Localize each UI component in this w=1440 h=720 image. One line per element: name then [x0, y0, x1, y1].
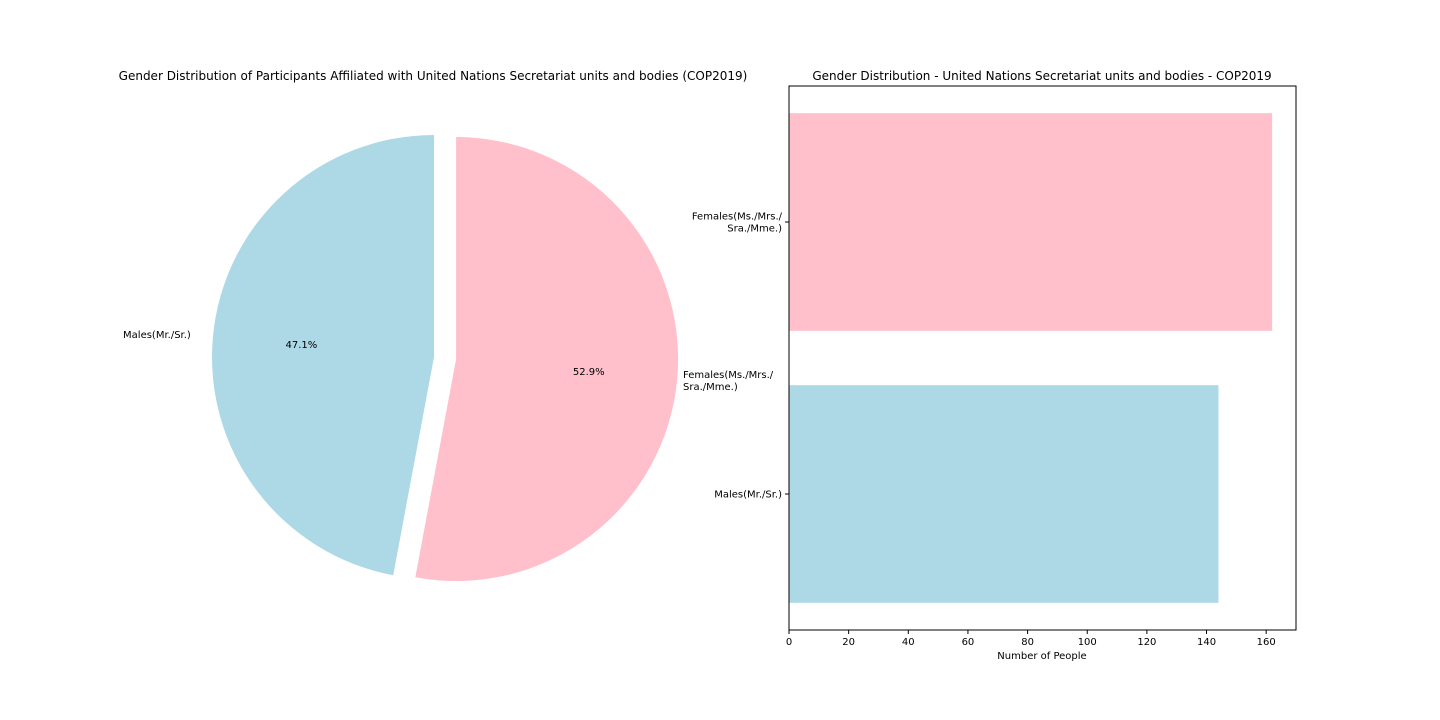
- bar-axes-frame: [788, 85, 1297, 631]
- pie-slice-males: [211, 135, 434, 576]
- x-tick-label: 100: [1078, 637, 1097, 648]
- pie-title: Gender Distribution of Participants Affi…: [119, 69, 748, 83]
- x-tick-label: 60: [962, 637, 975, 648]
- y-tick-label: Males(Mr./Sr.): [714, 490, 782, 501]
- x-tick-label: 140: [1197, 637, 1216, 648]
- bar-males: [789, 385, 1219, 603]
- pie-category-label: Males(Mr./Sr.): [123, 330, 191, 341]
- x-tick-label: 40: [902, 637, 915, 648]
- bar-x-axis-label: Number of People: [997, 651, 1086, 662]
- pie-category-label-females: Females(Ms./Mrs./Sra./Mme.): [683, 370, 774, 393]
- x-tick-label: 20: [842, 637, 855, 648]
- pie-slice-females: [415, 137, 679, 582]
- pie-percent-label: 47.1%: [285, 340, 317, 351]
- bar-females: [789, 113, 1273, 331]
- pie-chart: Gender Distribution of Participants Affi…: [119, 69, 774, 582]
- x-tick-label: 80: [1021, 637, 1034, 648]
- y-tick-label: Females(Ms./Mrs./Sra./Mme.): [692, 212, 783, 235]
- pie-percent-label: 52.9%: [573, 367, 605, 378]
- bar-chart: Gender Distribution - United Nations Sec…: [692, 69, 1297, 662]
- bar-title: Gender Distribution - United Nations Sec…: [812, 69, 1271, 83]
- x-tick-label: 160: [1257, 637, 1276, 648]
- x-tick-label: 120: [1137, 637, 1156, 648]
- x-tick-label: 0: [786, 637, 792, 648]
